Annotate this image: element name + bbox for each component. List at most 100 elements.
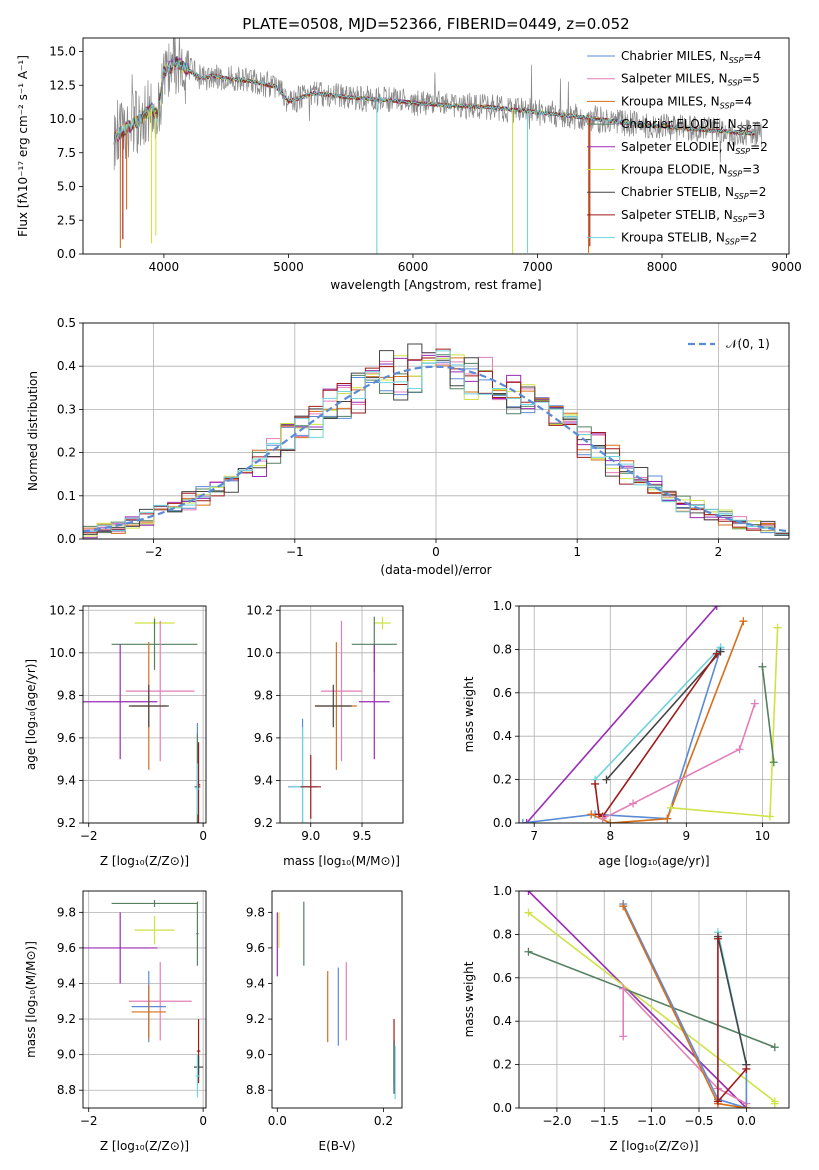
weight-marker (713, 1097, 722, 1106)
x-tick-label: 9 (683, 829, 691, 843)
weight-line (594, 653, 718, 818)
weight-marker (522, 819, 531, 823)
y-tick-label: 0.8 (493, 927, 512, 941)
normal-curve (83, 365, 789, 533)
legend-entry: Kroupa MILES, NSSP=4 (621, 94, 752, 110)
y-tick-label: 0.4 (493, 1014, 512, 1028)
y-tick-label: 0.2 (493, 773, 512, 787)
axes-frame (279, 605, 404, 824)
y-tick-label: 0.2 (493, 1058, 512, 1072)
weight-marker (750, 699, 759, 708)
x-tick-label: 9.5 (352, 829, 371, 843)
weight-marker (606, 819, 615, 823)
y-tick-label: 10.0 (49, 112, 76, 126)
x-tick-label: 0 (199, 1114, 207, 1128)
axes-frame (518, 605, 790, 824)
ebv-mass-panel: 0.0 0.2 8.8 9.0 9.2 9.4 9.6 9.8 E(B-V) (246, 890, 403, 1153)
x-tick-label: −2 (80, 829, 98, 843)
x-axis-label: E(B-V) (318, 1139, 355, 1153)
y-axis-label: mass [log₁₀(M/M⊙)] (24, 941, 38, 1058)
plot-area (288, 616, 397, 823)
spectrum-line (113, 56, 755, 145)
weight-marker (758, 662, 767, 671)
z-weight-panel: −2.0 −1.5 −1.0 −0.5 0.0 0.0 0.2 0.4 0.6 0.8 1.0 Z [… (462, 884, 790, 1153)
y-tick-label: 1.0 (493, 884, 512, 898)
x-tick-label: 0.2 (374, 1114, 393, 1128)
x-tick-label: 0.0 (268, 1114, 287, 1128)
x-tick-label: −2 (80, 1114, 98, 1128)
axes-frame (82, 605, 207, 824)
y-tick-label: 0.0 (57, 247, 76, 261)
x-tick-label: −2.0 (542, 1114, 571, 1128)
plot-area (113, 38, 762, 254)
legend-entry: Salpeter ELODIE, NSSP=2 (621, 140, 768, 156)
plot-area (83, 343, 789, 539)
x-axis-label: Z [log₁₀(Z/Z⊙)] (609, 1139, 698, 1153)
weight-marker (524, 891, 533, 895)
x-tick-label: 0 (432, 545, 440, 559)
weight-marker (663, 814, 672, 823)
legend-entry: Salpeter STELIB, NSSP=3 (621, 208, 765, 224)
y-tick-label: 9.0 (246, 1048, 265, 1062)
z-mass-panel: −2 0 8.8 9.0 9.2 9.4 9.6 9.8 Z [log₁₀(Z/Z⊙)] mass… (24, 890, 207, 1153)
x-tick-label: 0 (199, 829, 207, 843)
x-axis-label: age [log₁₀(age/yr)] (598, 854, 709, 868)
weight-marker (742, 1064, 751, 1073)
y-tick-label: 7.5 (57, 146, 76, 160)
y-tick-label: 9.6 (57, 941, 76, 955)
x-tick-label: 6000 (398, 260, 429, 274)
spectrum-panel: 4000 5000 6000 7000 8000 9000 0.0 2.5 5.0 7.5 10.0… (16, 37, 802, 292)
y-tick-label: 0.4 (493, 729, 512, 743)
y-tick-label: 10.2 (246, 603, 273, 617)
y-tick-label: 9.4 (246, 976, 265, 990)
y-tick-label: 8.8 (246, 1083, 265, 1097)
y-tick-label: 9.2 (254, 816, 273, 830)
x-axis-label: mass [log₁₀(M/M⊙)] (283, 854, 400, 868)
legend-entry: Chabrier STELIB, NSSP=2 (621, 185, 766, 201)
weight-marker (619, 902, 628, 911)
x-tick-label: 4000 (149, 260, 180, 274)
y-tick-label: 9.6 (254, 731, 273, 745)
y-tick-label: 9.6 (246, 941, 265, 955)
y-tick-label: 9.8 (254, 688, 273, 702)
weight-marker (765, 812, 774, 821)
axes-frame (518, 890, 790, 1109)
x-tick-label: 0.0 (737, 1114, 756, 1128)
weight-marker (667, 803, 676, 812)
mass-age-panel: 9.0 9.5 9.2 9.4 9.6 9.8 10.0 10.2 mass [log₁₀(M/… (246, 603, 404, 868)
y-tick-label: 9.2 (57, 1012, 76, 1026)
x-tick-label: 9.0 (301, 829, 320, 843)
x-tick-label: 7 (530, 829, 538, 843)
y-tick-label: 9.8 (57, 905, 76, 919)
x-tick-label: 2 (715, 545, 723, 559)
y-tick-label: 15.0 (49, 45, 76, 59)
legend-entry: Kroupa STELIB, NSSP=2 (621, 231, 757, 247)
x-tick-label: −1 (286, 545, 304, 559)
weight-marker (769, 758, 778, 767)
y-tick-label: 1.0 (493, 599, 512, 613)
y-tick-label: 9.6 (57, 731, 76, 745)
weight-marker (587, 810, 596, 819)
y-tick-label: 9.4 (254, 773, 273, 787)
x-tick-label: −2 (145, 545, 163, 559)
y-tick-label: 9.4 (57, 976, 76, 990)
spectrum-title: PLATE=0508, MJD=52366, FIBERID=0449, z=0… (242, 15, 629, 33)
axes-frame (82, 37, 790, 255)
x-tick-label: −0.5 (684, 1114, 713, 1128)
y-tick-label: 9.2 (57, 816, 76, 830)
weight-line (602, 703, 756, 820)
weight-marker (770, 1043, 779, 1052)
y-tick-label: 0.3 (57, 402, 76, 416)
y-tick-label: 2.5 (57, 213, 76, 227)
axes-frame (271, 890, 403, 1109)
y-tick-label: 0.0 (493, 1101, 512, 1115)
x-tick-label: 7000 (522, 260, 553, 274)
y-tick-label: 0.6 (493, 971, 512, 985)
plot-area (524, 891, 779, 1108)
weight-marker (712, 606, 721, 610)
z-age-panel: −2 0 9.2 9.4 9.6 9.8 10.0 10.2 Z [log₁₀(Z/Z⊙)] ag… (24, 603, 207, 868)
x-tick-label: 9000 (771, 260, 802, 274)
plot-area (83, 899, 204, 1098)
y-tick-label: 0.2 (57, 446, 76, 460)
